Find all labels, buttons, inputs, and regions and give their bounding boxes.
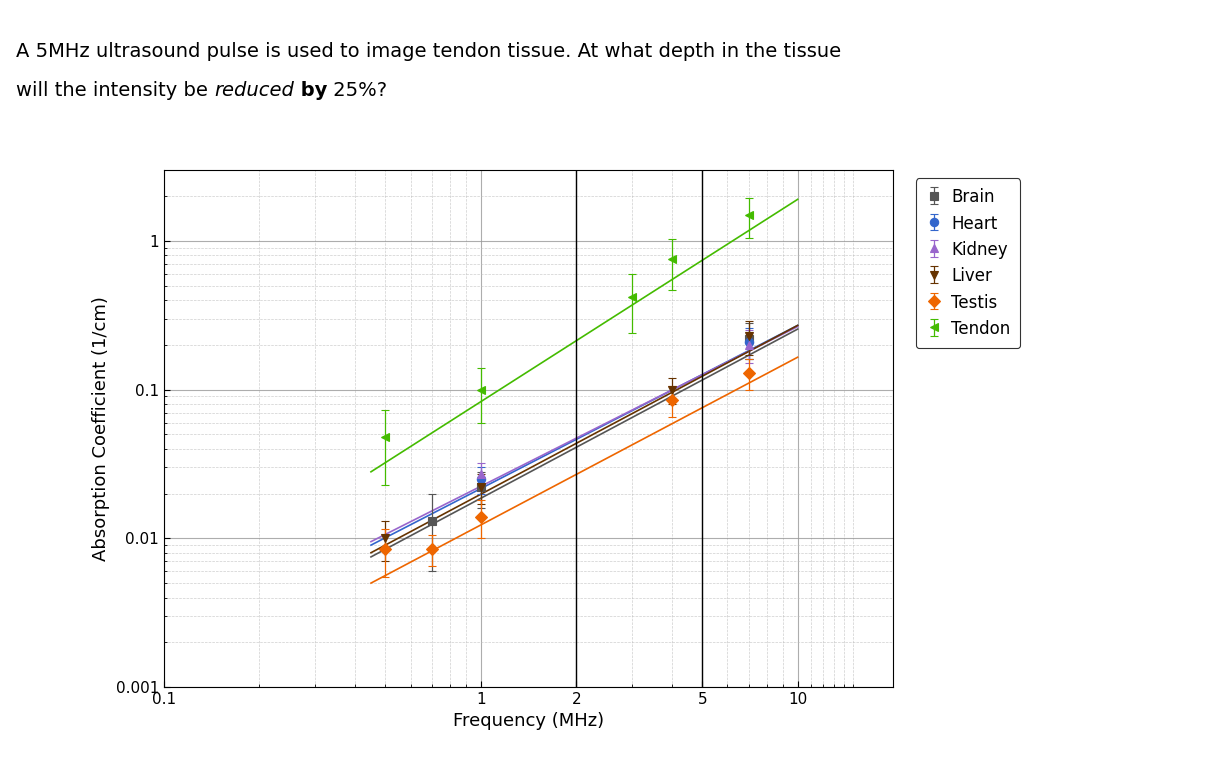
- Text: will the intensity be: will the intensity be: [16, 81, 214, 100]
- Legend: Brain, Heart, Kidney, Liver, Testis, Tendon: Brain, Heart, Kidney, Liver, Testis, Ten…: [916, 178, 1021, 348]
- X-axis label: Frequency (MHz): Frequency (MHz): [453, 713, 604, 730]
- Text: 25%?: 25%?: [327, 81, 388, 100]
- Y-axis label: Absorption Coefficient (1/cm): Absorption Coefficient (1/cm): [92, 296, 111, 561]
- Text: A 5MHz ultrasound pulse is used to image tendon tissue. At what depth in the tis: A 5MHz ultrasound pulse is used to image…: [16, 42, 841, 62]
- Text: by: by: [294, 81, 327, 100]
- Text: reduced: reduced: [214, 81, 294, 100]
